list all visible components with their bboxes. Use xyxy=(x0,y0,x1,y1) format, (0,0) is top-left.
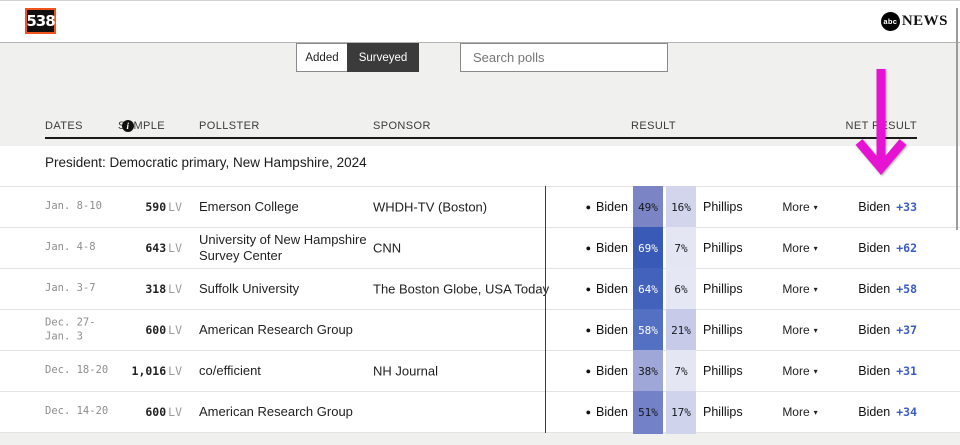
section-title: President: Democratic primary, New Hamps… xyxy=(45,155,367,170)
candidate1-label: ●Biden xyxy=(546,200,628,214)
candidate-bullet-icon: ● xyxy=(586,325,591,335)
chevron-down-icon: ▾ xyxy=(814,367,818,376)
more-dropdown[interactable]: More▾ xyxy=(768,405,832,419)
col-header-dates: DATES xyxy=(45,120,83,132)
poll-pollster[interactable]: American Research Group xyxy=(199,322,369,338)
candidate-bullet-icon: ● xyxy=(586,407,591,417)
poll-sample: 600LV xyxy=(100,405,182,419)
candidate-bullet-icon: ● xyxy=(586,366,591,376)
poll-sample: 1,016LV xyxy=(100,364,182,378)
chevron-down-icon: ▾ xyxy=(814,244,818,253)
top-bar: 538 abc NEWS xyxy=(0,0,960,43)
search-polls-input[interactable] xyxy=(460,43,668,72)
poll-row: Dec. 27- Jan. 3 600LV American Research … xyxy=(0,309,960,350)
poll-row: Jan. 4-8 643LV University of New Hampshi… xyxy=(0,227,960,268)
more-dropdown[interactable]: More▾ xyxy=(768,364,832,378)
scrollbar[interactable] xyxy=(956,8,958,230)
more-dropdown[interactable]: More▾ xyxy=(768,282,832,296)
poll-sample: 643LV xyxy=(100,241,182,255)
poll-pollster[interactable]: Suffolk University xyxy=(199,281,369,297)
candidate1-pct-box: 69% xyxy=(633,227,663,270)
chevron-down-icon: ▾ xyxy=(814,203,818,212)
poll-sponsor: NH Journal xyxy=(373,364,545,379)
poll-pollster[interactable]: co/efficient xyxy=(199,363,369,379)
filter-band: Added Surveyed DATES SAMPLEi POLLSTER SP… xyxy=(0,43,960,146)
poll-sample: 318LV xyxy=(100,282,182,296)
poll-row: Dec. 18-20 1,016LV co/efficient NH Journ… xyxy=(0,350,960,391)
poll-pollster[interactable]: American Research Group xyxy=(199,404,369,420)
tab-added[interactable]: Added xyxy=(296,43,348,72)
poll-pollster[interactable]: Emerson College xyxy=(199,199,369,215)
candidate2-pct-box: 21% xyxy=(666,309,696,352)
candidate1-pct-box: 64% xyxy=(633,268,663,311)
candidate1-label: ●Biden xyxy=(546,405,628,419)
poll-sponsor: The Boston Globe, USA Today xyxy=(373,282,545,297)
poll-row: Jan. 8-10 590LV Emerson College WHDH-TV … xyxy=(0,186,960,227)
added-surveyed-toggle: Added Surveyed xyxy=(296,43,419,72)
abc-news-wordmark: NEWS xyxy=(902,13,948,30)
candidate2-pct-box: 7% xyxy=(666,350,696,393)
candidate1-pct-box: 58% xyxy=(633,309,663,352)
polls-table: President: Democratic primary, New Hamps… xyxy=(0,146,960,433)
info-icon[interactable]: i xyxy=(122,120,134,132)
candidate-bullet-icon: ● xyxy=(586,202,591,212)
table-column-headers: DATES SAMPLEi POLLSTER SPONSOR RESULT NE… xyxy=(0,120,960,136)
net-result: Biden+31 xyxy=(843,362,917,380)
header-underline xyxy=(45,137,917,139)
abc-news-logo[interactable]: abc NEWS xyxy=(881,12,948,31)
table-body: Jan. 8-10 590LV Emerson College WHDH-TV … xyxy=(0,186,960,433)
poll-sample: 590LV xyxy=(100,200,182,214)
poll-sample: 600LV xyxy=(100,323,182,337)
candidate1-label: ●Biden xyxy=(546,364,628,378)
candidate2-pct-box: 16% xyxy=(666,186,696,229)
col-header-pollster: POLLSTER xyxy=(199,120,260,132)
candidate-bullet-icon: ● xyxy=(586,243,591,253)
col-header-result: RESULT xyxy=(631,120,676,132)
chevron-down-icon: ▾ xyxy=(814,326,818,335)
net-result: Biden+33 xyxy=(843,198,917,216)
col-header-net-result: NET RESULT xyxy=(846,120,917,132)
candidate1-pct-box: 38% xyxy=(633,350,663,393)
more-dropdown[interactable]: More▾ xyxy=(768,323,832,337)
poll-pollster[interactable]: University of New Hampshire Survey Cente… xyxy=(199,232,369,265)
candidate1-label: ●Biden xyxy=(546,323,628,337)
tab-surveyed[interactable]: Surveyed xyxy=(347,43,419,72)
more-dropdown[interactable]: More▾ xyxy=(768,241,832,255)
candidate1-pct-box: 51% xyxy=(633,391,663,434)
poll-row: Dec. 14-20 600LV American Research Group… xyxy=(0,391,960,432)
col-header-sponsor: SPONSOR xyxy=(373,120,431,132)
net-result: Biden+58 xyxy=(843,280,917,298)
bottom-band xyxy=(0,433,960,445)
candidate2-pct-box: 17% xyxy=(666,391,696,434)
poll-row: Jan. 3-7 318LV Suffolk University The Bo… xyxy=(0,268,960,309)
poll-sponsor: CNN xyxy=(373,241,545,256)
candidate2-pct-box: 6% xyxy=(666,268,696,311)
more-dropdown[interactable]: More▾ xyxy=(768,200,832,214)
poll-sponsor: WHDH-TV (Boston) xyxy=(373,200,545,215)
candidate-bullet-icon: ● xyxy=(586,284,591,294)
chevron-down-icon: ▾ xyxy=(814,285,818,294)
net-result: Biden+62 xyxy=(843,239,917,257)
abc-circle-icon: abc xyxy=(881,12,900,31)
net-result: Biden+37 xyxy=(843,321,917,339)
result-column-divider xyxy=(545,186,546,433)
candidate1-pct-box: 49% xyxy=(633,186,663,229)
fivethirtyeight-logo[interactable]: 538 xyxy=(25,8,56,34)
chevron-down-icon: ▾ xyxy=(814,408,818,417)
candidate1-label: ●Biden xyxy=(546,282,628,296)
candidate2-pct-box: 7% xyxy=(666,227,696,270)
net-result: Biden+34 xyxy=(843,403,917,421)
candidate1-label: ●Biden xyxy=(546,241,628,255)
